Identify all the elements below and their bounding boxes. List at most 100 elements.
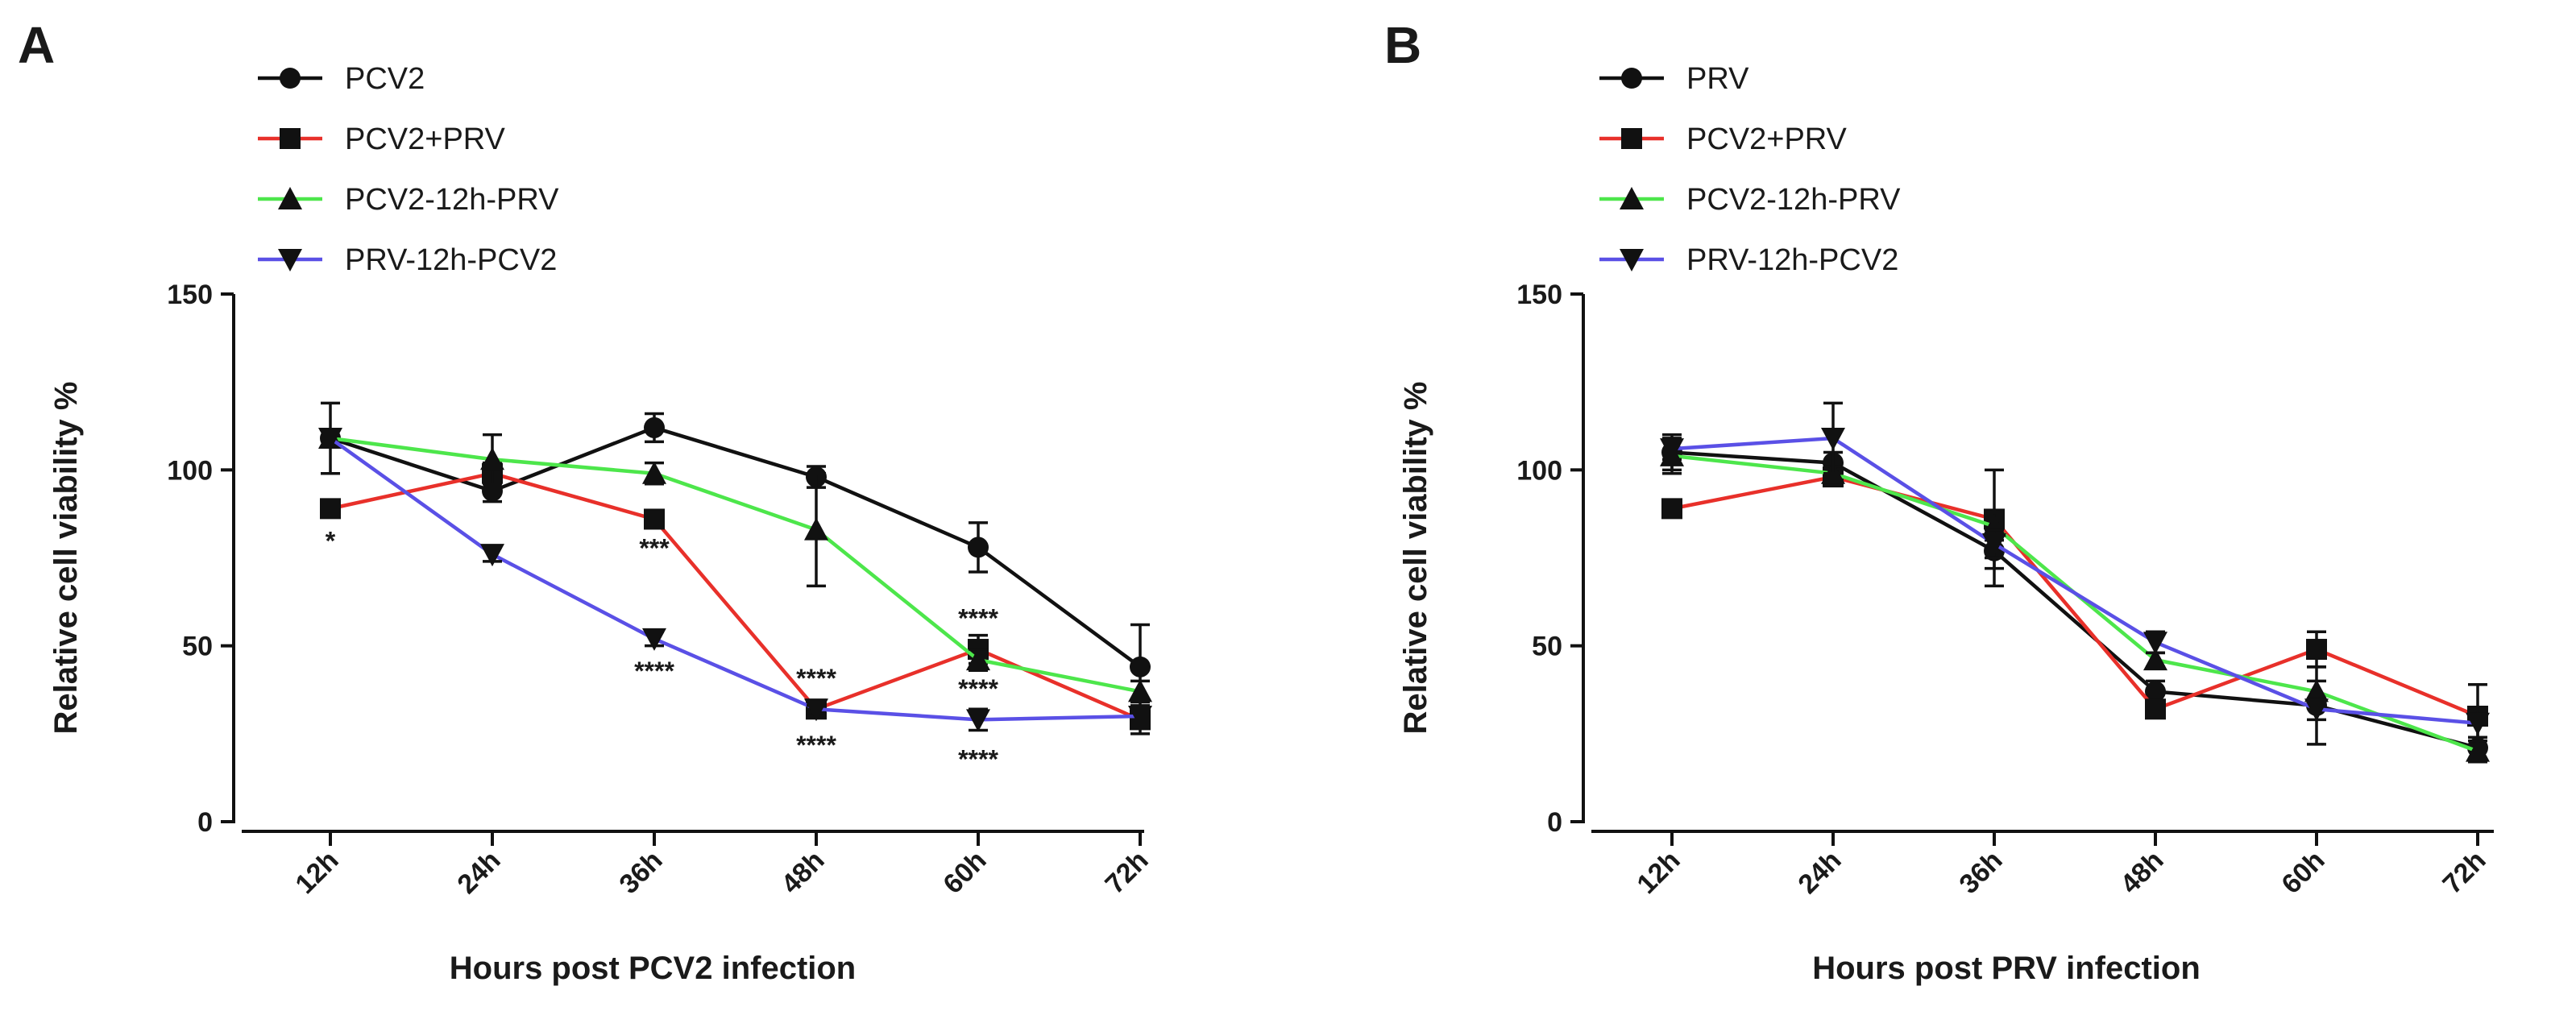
series-line xyxy=(330,471,1141,722)
data-point xyxy=(2143,632,2167,655)
legend-marker xyxy=(1621,128,1642,149)
x-axis-title: Hours post PRV infection xyxy=(1812,951,2201,986)
series-line xyxy=(1671,474,2479,719)
x-tick-label: 12h xyxy=(1631,845,1686,900)
data-point xyxy=(318,428,342,451)
data-point xyxy=(804,698,828,722)
data-point xyxy=(1128,679,1152,702)
chart-panel-b: B 0 50 100 150 12h 24h 36h 48h 60h 72h Relative cel… xyxy=(1384,16,2494,986)
data-point xyxy=(1661,498,1682,520)
significance-marker: **** xyxy=(958,604,998,633)
significance-marker: * xyxy=(326,527,336,556)
data-point xyxy=(480,544,504,567)
data-point xyxy=(644,416,665,438)
legend-marker xyxy=(278,249,302,271)
data-point xyxy=(1128,706,1152,728)
legend-marker xyxy=(1620,249,1644,271)
significance-marker: *** xyxy=(639,533,670,562)
legend-item: PRV-12h-PCV2 xyxy=(1599,243,1898,277)
significance-marker: **** xyxy=(958,674,998,703)
data-point xyxy=(1130,656,1151,677)
significance-marker: **** xyxy=(634,657,674,686)
significance-marker: **** xyxy=(958,744,998,773)
series-pcv2-12h-prv xyxy=(318,426,1152,704)
legend-item: PCV2-12h-PRV xyxy=(258,183,559,217)
data-point xyxy=(1821,428,1845,451)
legend-marker xyxy=(1621,68,1642,89)
legend-marker xyxy=(278,187,302,209)
chart-panel-a: A 0 50 100 150 12h 24h 36h 48h 60h 72h Relative cel… xyxy=(18,16,1155,986)
legend-item: PRV xyxy=(1599,62,1749,96)
legend-label: PRV xyxy=(1686,62,1749,96)
legend-item: PCV2-12h-PRV xyxy=(1599,183,1901,217)
significance-marker: **** xyxy=(796,731,836,760)
data-point xyxy=(2304,679,2329,702)
y-tick-label: 150 xyxy=(167,280,213,310)
x-tick-label: 72h xyxy=(1099,845,1154,900)
data-point xyxy=(320,498,341,520)
panel-letter: A xyxy=(18,16,55,74)
data-point xyxy=(642,461,666,484)
series-prv-12h-pcv2 xyxy=(318,428,1152,732)
legend-label: PCV2-12h-PRV xyxy=(345,183,559,217)
legend-item: PCV2+PRV xyxy=(1599,122,1848,156)
legend-marker xyxy=(280,68,301,89)
x-tick-label: 36h xyxy=(613,845,668,900)
x-axis-title: Hours post PCV2 infection xyxy=(450,951,857,986)
series-line xyxy=(329,437,1141,722)
data-point xyxy=(804,517,828,541)
data-point xyxy=(1982,533,2006,557)
data-point xyxy=(480,447,504,470)
data-point xyxy=(2466,712,2490,735)
data-point xyxy=(968,537,989,558)
y-tick-label: 100 xyxy=(1516,455,1562,486)
data-point xyxy=(644,508,665,530)
legend-label: PRV-12h-PCV2 xyxy=(1686,243,1898,277)
legend-marker xyxy=(1620,187,1644,209)
y-tick-label: 50 xyxy=(1532,632,1562,662)
legend-label: PCV2-12h-PRV xyxy=(1686,183,1901,217)
series-line xyxy=(330,425,1142,669)
y-tick-label: 150 xyxy=(1516,280,1562,310)
data-point xyxy=(642,628,666,651)
data-point xyxy=(966,709,990,732)
data-point xyxy=(2304,698,2329,722)
x-tick-label: 24h xyxy=(451,845,506,900)
legend-item: PCV2+PRV xyxy=(258,122,506,156)
legend-item: PRV-12h-PCV2 xyxy=(258,243,557,277)
series-pcv2 xyxy=(320,401,1151,711)
data-point xyxy=(2143,648,2167,671)
data-point xyxy=(1660,438,1684,462)
series-line xyxy=(1671,450,2479,750)
y-axis-title: Relative cell viability % xyxy=(1398,382,1433,735)
series-line xyxy=(1671,436,2479,725)
x-tick-label: 24h xyxy=(1792,845,1847,900)
series-prv-12h-pcv2 xyxy=(1660,401,2490,739)
data-point xyxy=(966,648,990,671)
series-line xyxy=(330,436,1141,694)
legend-label: PCV2 xyxy=(345,62,425,96)
data-point xyxy=(2466,739,2490,762)
data-point xyxy=(2145,698,2166,720)
y-axis-title: Relative cell viability % xyxy=(48,382,84,735)
legend-label: PCV2+PRV xyxy=(345,122,506,156)
y-tick-label: 0 xyxy=(197,807,213,838)
series-line xyxy=(1671,454,2479,753)
legend-label: PRV-12h-PCV2 xyxy=(345,243,557,277)
x-tick-label: 48h xyxy=(2114,845,2169,900)
panel-letter: B xyxy=(1384,16,1421,74)
x-tick-label: 36h xyxy=(1953,845,2008,900)
x-tick-label: 12h xyxy=(289,845,344,900)
x-tick-label: 72h xyxy=(2437,845,2491,900)
significance-marker: **** xyxy=(796,664,836,693)
y-tick-label: 50 xyxy=(182,632,213,662)
series-pcv2-prv xyxy=(1661,466,2488,750)
data-point xyxy=(2145,681,2166,702)
x-tick-label: 48h xyxy=(775,845,830,900)
x-tick-label: 60h xyxy=(2275,845,2330,900)
y-tick-label: 0 xyxy=(1547,807,1562,838)
x-tick-label: 60h xyxy=(937,845,992,900)
legend-label: PCV2+PRV xyxy=(1686,122,1848,156)
series-pcv2-prv xyxy=(320,461,1151,735)
